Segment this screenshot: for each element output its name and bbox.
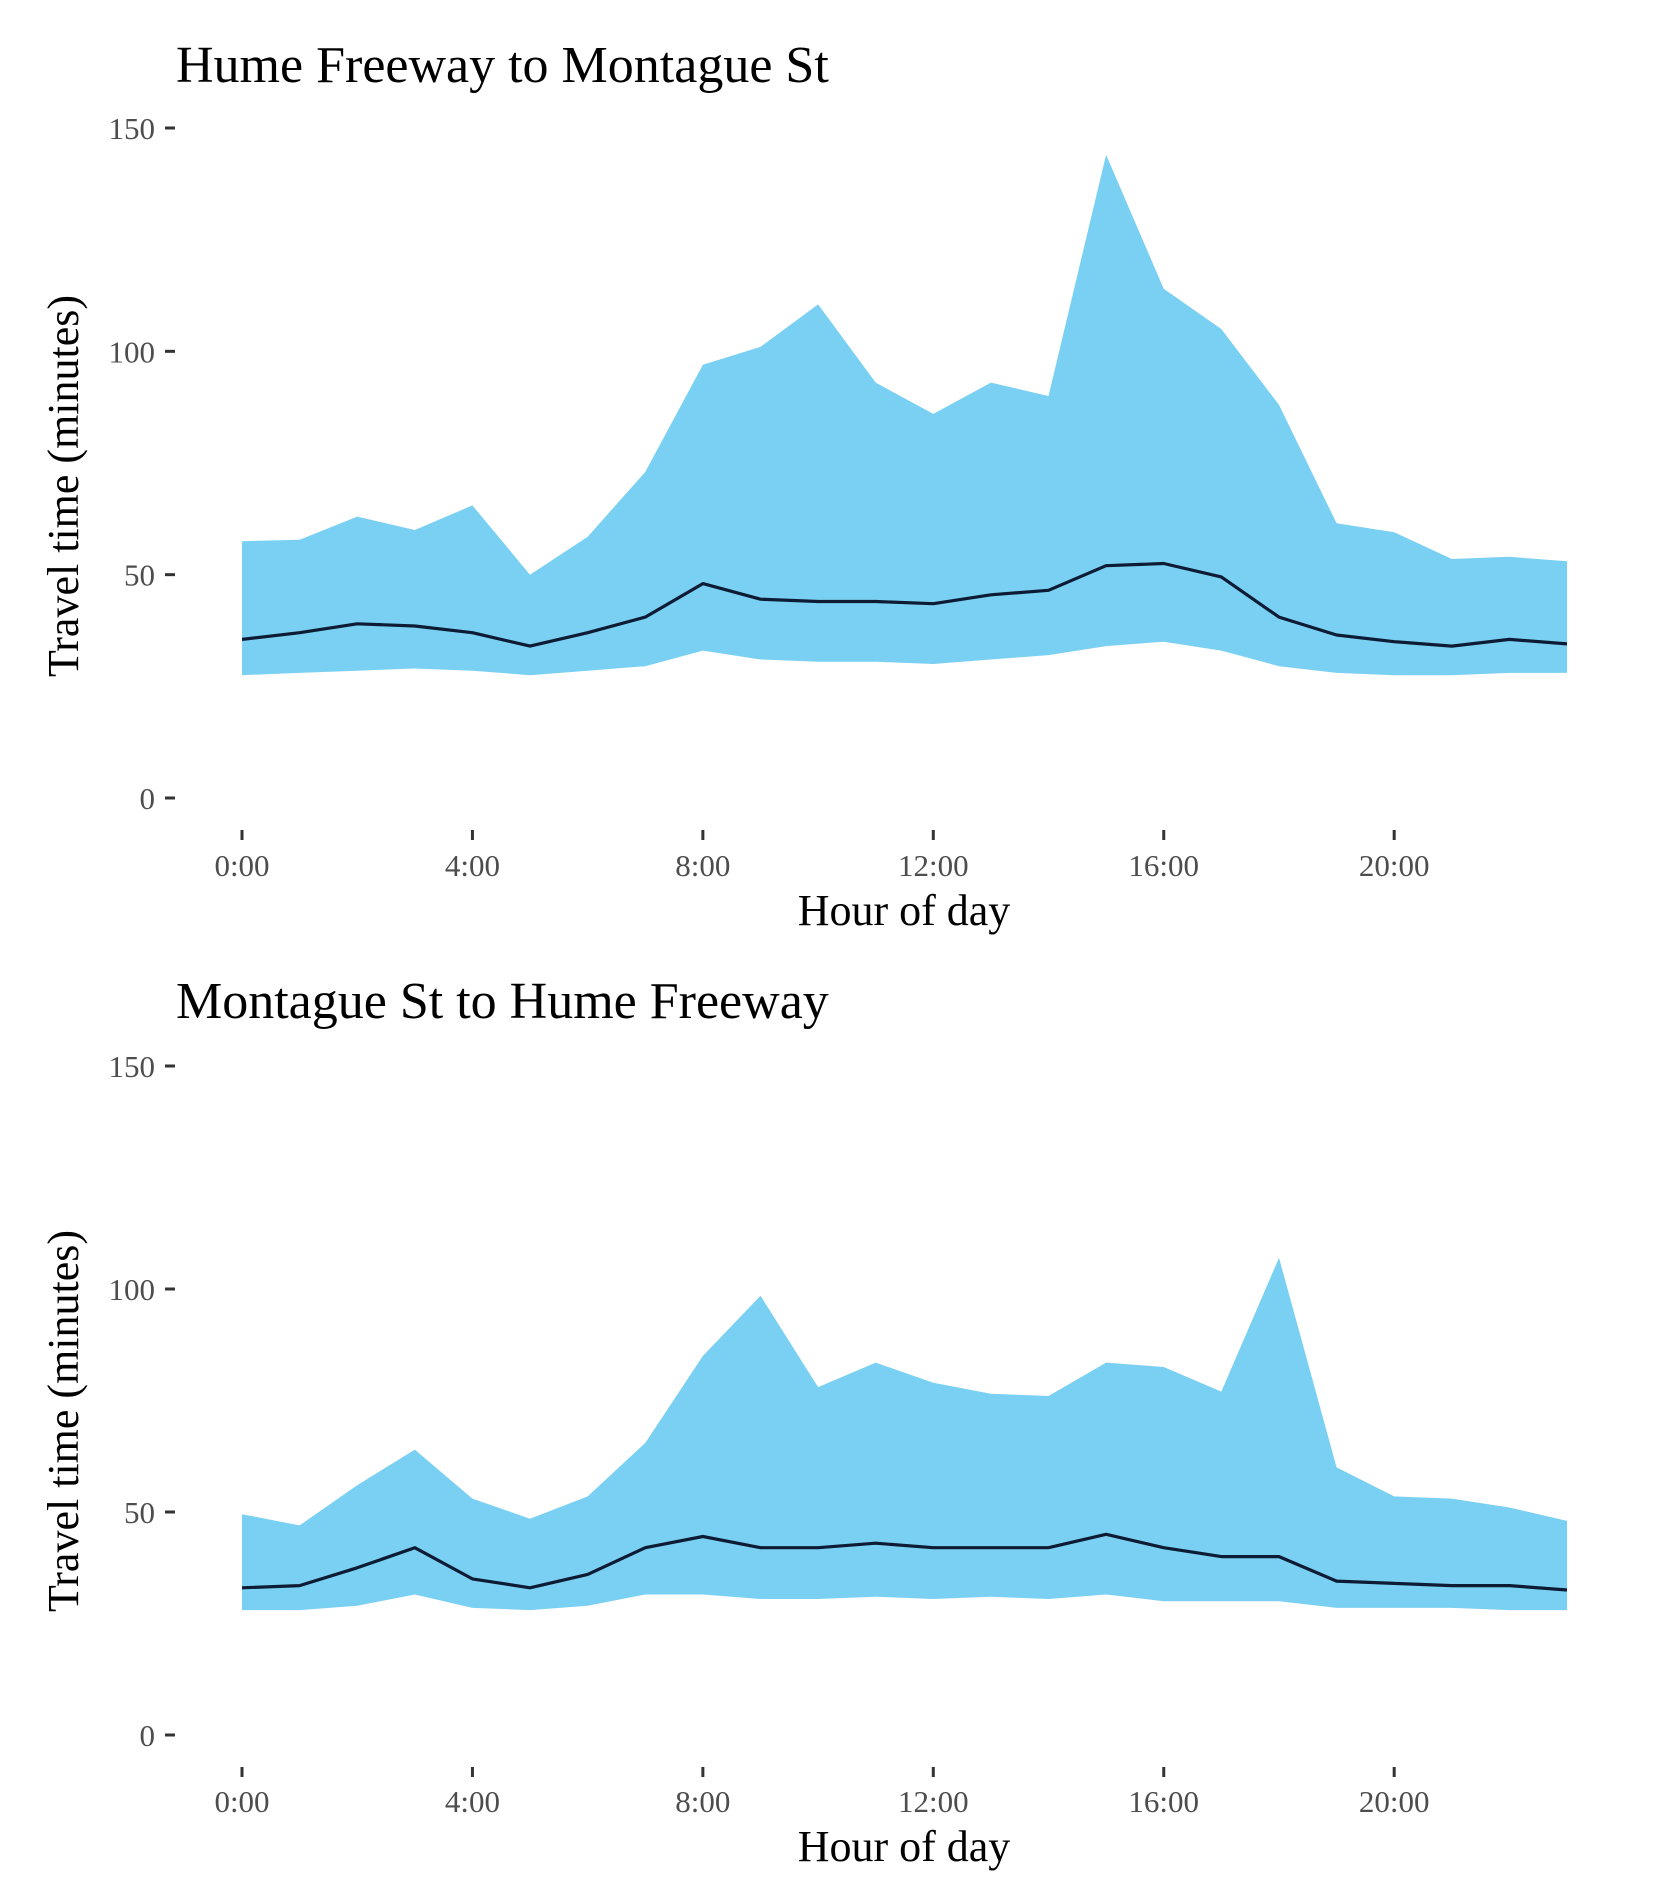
chart-title: Hume Freeway to Montague St	[176, 37, 829, 94]
range-band	[242, 154, 1567, 676]
y-axis-title: Travel time (minutes)	[39, 295, 88, 677]
axes: 0 50 100 150 0:00 4:00 8:00 12:00 16:00 20:00	[109, 1049, 1430, 1819]
range-band	[242, 1257, 1567, 1611]
series-line	[241, 561, 1568, 648]
axes: 0 50 100 150 0:00 4:00 8:00 12:00 16:00 20:00	[109, 111, 1430, 883]
x-axis-title: Hour of day	[798, 1822, 1011, 1871]
x-tick-label: 0:00	[214, 848, 269, 883]
series-line	[241, 1532, 1568, 1592]
y-tick-label: 0	[140, 781, 156, 816]
x-tick-label: 20:00	[1359, 1784, 1430, 1819]
x-tick-label: 4:00	[445, 1784, 500, 1819]
y-tick-label: 100	[109, 1272, 156, 1307]
x-tick-label: 8:00	[675, 1784, 730, 1819]
y-tick-label: 0	[140, 1718, 156, 1753]
x-tick-label: 16:00	[1128, 848, 1199, 883]
chart-panel-hume-to-montague: Hume Freeway to Montague St Travel time …	[39, 37, 1568, 935]
x-tick-label: 16:00	[1128, 1784, 1199, 1819]
x-tick-label: 0:00	[214, 1784, 269, 1819]
x-tick-label: 8:00	[675, 848, 730, 883]
y-tick-label: 150	[109, 1049, 156, 1084]
y-tick-label: 50	[124, 558, 155, 593]
plot-marks	[241, 154, 1568, 676]
y-tick-label: 150	[109, 111, 156, 146]
y-tick-label: 100	[109, 334, 156, 369]
y-axis-title: Travel time (minutes)	[39, 1230, 88, 1612]
y-tick-label: 50	[124, 1495, 155, 1530]
x-axis-title: Hour of day	[798, 886, 1011, 935]
chart-panel-montague-to-hume: Montague St to Hume Freeway Travel time …	[39, 973, 1568, 1871]
x-tick-label: 20:00	[1359, 848, 1430, 883]
plot-marks	[241, 1257, 1568, 1611]
x-tick-label: 12:00	[898, 1784, 969, 1819]
x-tick-label: 12:00	[898, 848, 969, 883]
x-tick-label: 4:00	[445, 848, 500, 883]
chart-title: Montague St to Hume Freeway	[176, 973, 829, 1030]
